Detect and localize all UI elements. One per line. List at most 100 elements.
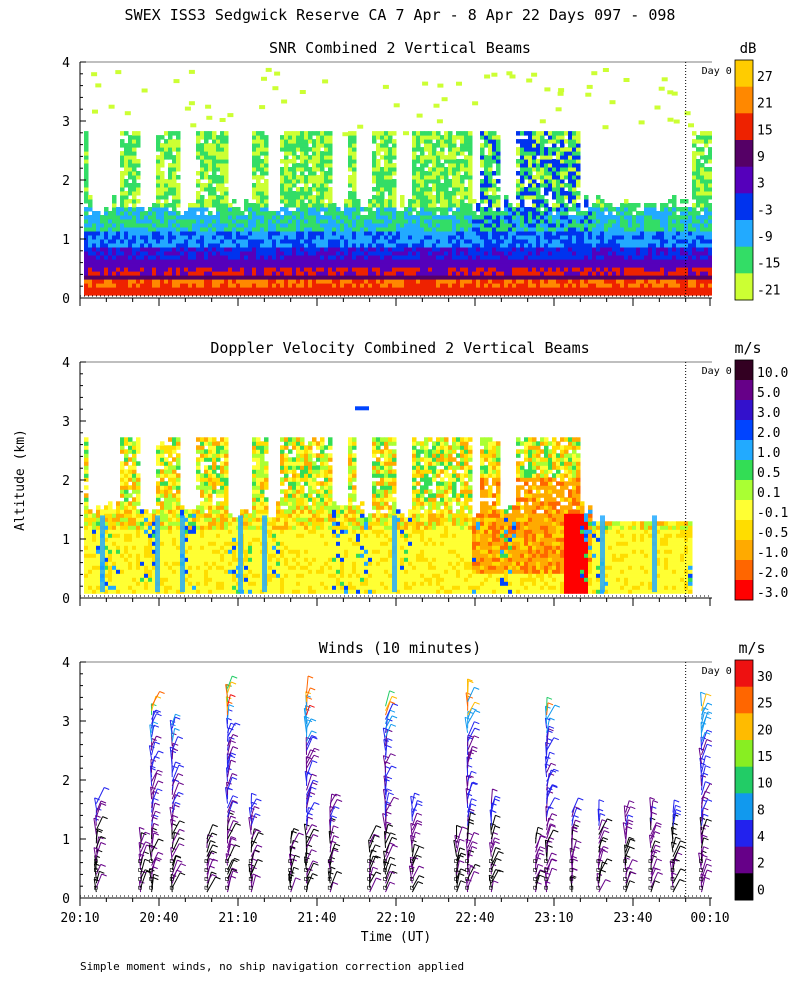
snr-cell xyxy=(624,215,629,220)
snr-cell xyxy=(256,255,261,260)
snr-cell xyxy=(708,283,712,288)
snr-cell xyxy=(436,163,441,168)
snr-cell xyxy=(104,207,109,212)
snr-cell xyxy=(528,227,533,232)
snr-cell xyxy=(176,239,181,244)
snr-cell xyxy=(680,215,685,220)
snr-cell xyxy=(212,215,217,220)
snr-cell xyxy=(452,279,457,284)
snr-cell xyxy=(412,159,417,164)
snr-cell xyxy=(292,199,297,204)
snr-cell xyxy=(688,279,693,284)
snr-cell xyxy=(640,247,645,252)
snr-cell xyxy=(460,135,465,140)
snr-cell xyxy=(316,215,321,220)
snr-cell xyxy=(536,287,541,292)
snr-cell xyxy=(408,219,413,224)
snr-cell xyxy=(292,139,297,144)
snr-cell xyxy=(508,275,513,280)
snr-cell xyxy=(196,179,201,184)
snr-cell xyxy=(288,183,293,188)
snr-cell xyxy=(272,271,277,276)
snr-cell xyxy=(152,239,157,244)
snr-cell xyxy=(444,287,449,292)
snr-cell xyxy=(100,235,105,240)
snr-cell xyxy=(196,227,201,232)
snr-cell xyxy=(88,219,93,224)
snr-cell xyxy=(540,171,545,176)
snr-cell xyxy=(204,227,209,232)
snr-cell xyxy=(708,227,712,232)
snr-cell xyxy=(212,219,217,224)
snr-cell xyxy=(336,239,341,244)
snr-cell xyxy=(680,263,685,268)
snr-cell xyxy=(532,239,537,244)
snr-cell xyxy=(664,291,669,296)
snr-cell xyxy=(300,191,305,196)
snr-cell xyxy=(624,255,629,260)
snr-cell xyxy=(176,247,181,252)
snr-cell xyxy=(580,259,585,264)
snr-cell xyxy=(336,291,341,296)
snr-cell xyxy=(472,275,477,280)
snr-cell xyxy=(384,267,389,272)
snr-cell xyxy=(252,195,257,200)
snr-cell xyxy=(172,175,177,180)
snr-cell xyxy=(528,223,533,228)
snr-cell xyxy=(552,143,557,148)
snr-cell xyxy=(616,267,621,272)
snr-cell xyxy=(304,219,309,224)
snr-cell xyxy=(460,143,465,148)
snr-cell xyxy=(492,231,497,236)
snr-cell xyxy=(436,159,441,164)
snr-cell xyxy=(556,259,561,264)
snr-cell xyxy=(684,227,689,232)
snr-cell xyxy=(136,163,141,168)
snr-cell xyxy=(84,255,89,260)
snr-cell xyxy=(420,251,425,256)
snr-cell xyxy=(304,287,309,292)
snr-cell xyxy=(252,239,257,244)
snr-cell xyxy=(112,235,117,240)
snr-cell xyxy=(132,271,137,276)
snr-cell xyxy=(552,207,557,212)
snr-cell xyxy=(544,155,549,160)
snr-cell xyxy=(424,207,429,212)
snr-cell xyxy=(632,219,637,224)
snr-cell xyxy=(480,267,485,272)
snr-cell xyxy=(392,283,397,288)
snr-cell xyxy=(264,139,269,144)
snr-cell xyxy=(640,219,645,224)
snr-cell xyxy=(372,151,377,156)
snr-cell xyxy=(708,215,712,220)
snr-cell xyxy=(452,251,457,256)
snr-cell xyxy=(344,219,349,224)
snr-cell xyxy=(440,291,445,296)
snr-cell xyxy=(208,275,213,280)
snr-cell xyxy=(340,251,345,256)
snr-cell xyxy=(112,247,117,252)
snr-cell xyxy=(660,287,665,292)
snr-cell xyxy=(184,283,189,288)
snr-cell xyxy=(368,291,373,296)
snr-cell xyxy=(280,199,285,204)
snr-cell xyxy=(540,219,545,224)
snr-cell xyxy=(172,275,177,280)
snr-cell xyxy=(164,283,169,288)
snr-cell xyxy=(524,191,529,196)
snr-cell xyxy=(324,207,329,212)
snr-cell xyxy=(680,199,685,204)
snr-cell xyxy=(176,255,181,260)
snr-cell xyxy=(548,227,553,232)
snr-cell xyxy=(404,259,409,264)
snr-cell xyxy=(568,287,573,292)
snr-cell xyxy=(492,203,497,208)
snr-cell xyxy=(660,255,665,260)
snr-cell xyxy=(316,239,321,244)
snr-cell xyxy=(532,231,537,236)
snr-cell xyxy=(676,279,681,284)
snr-cell xyxy=(156,279,161,284)
snr-cell xyxy=(216,255,221,260)
snr-cell xyxy=(708,159,712,164)
snr-cell xyxy=(504,227,509,232)
